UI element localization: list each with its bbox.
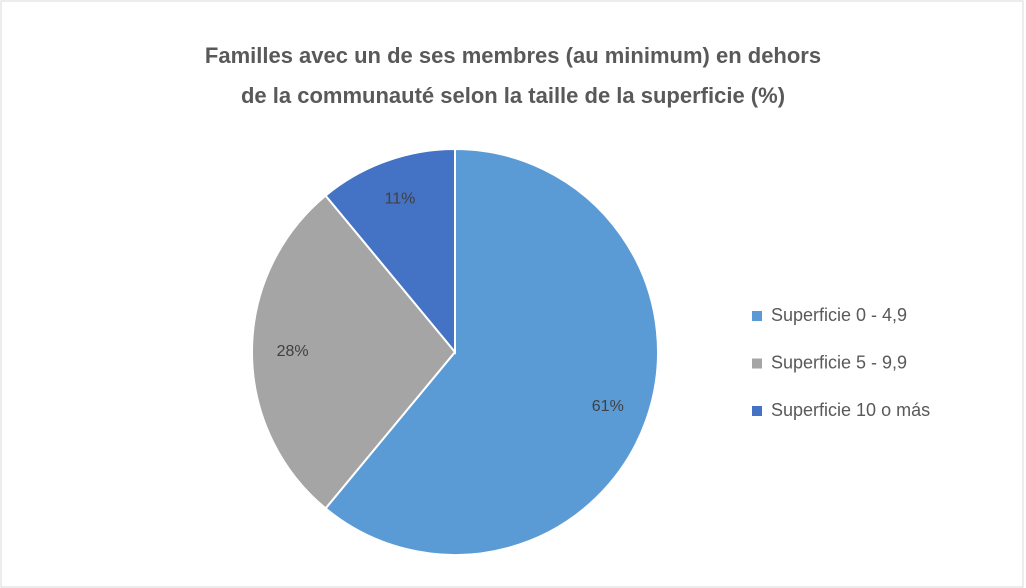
chart-title: Familles avec un de ses membres (au mini…: [205, 43, 821, 68]
pie-slice: [324, 147, 456, 355]
legend-swatch: [752, 311, 762, 321]
data-label: 28%: [277, 343, 309, 360]
data-label: 61%: [592, 398, 624, 415]
pie-slice: [324, 147, 659, 556]
legend-swatch: [752, 358, 762, 369]
legend-swatch: [752, 406, 762, 416]
pie-slice: [251, 194, 457, 510]
legend-label: Superficie 5 - 9,9: [771, 352, 907, 372]
legend-label: Superficie 10 o más: [771, 400, 930, 420]
chart-title: de la communauté selon la taille de la s…: [241, 83, 785, 108]
data-label: 11%: [385, 190, 416, 207]
legend-label: Superficie 0 - 4,9: [771, 305, 907, 325]
